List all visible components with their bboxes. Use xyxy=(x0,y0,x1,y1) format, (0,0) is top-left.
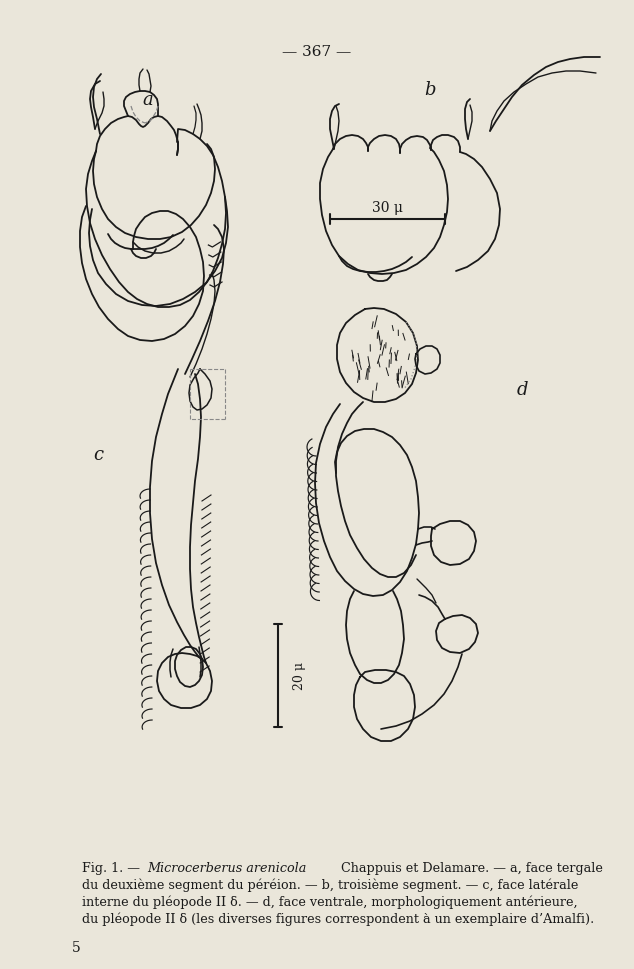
Text: interne du pléopode II δ. — d, face ventrale, morphologiquement antérieure,: interne du pléopode II δ. — d, face vent… xyxy=(82,895,578,909)
Text: a: a xyxy=(143,91,153,109)
Text: du deuxième segment du péréion. — b, troisième segment. — c, face latérale: du deuxième segment du péréion. — b, tro… xyxy=(82,878,578,891)
Text: b: b xyxy=(424,81,436,99)
Text: 5: 5 xyxy=(72,940,81,954)
Text: d: d xyxy=(516,381,527,398)
Text: 30 μ: 30 μ xyxy=(372,201,403,215)
Text: du pléopode II δ (les diverses figures correspondent à un exemplaire d’Amalfi).: du pléopode II δ (les diverses figures c… xyxy=(82,912,594,925)
Text: — 367 —: — 367 — xyxy=(282,45,352,59)
Text: Chappuis et Delamare. — a, face tergale: Chappuis et Delamare. — a, face tergale xyxy=(337,861,603,874)
Text: Fig. 1. —: Fig. 1. — xyxy=(82,861,144,874)
Text: c: c xyxy=(93,446,103,463)
Text: Microcerberus arenicola: Microcerberus arenicola xyxy=(147,861,306,874)
Text: 20 μ: 20 μ xyxy=(294,662,306,690)
